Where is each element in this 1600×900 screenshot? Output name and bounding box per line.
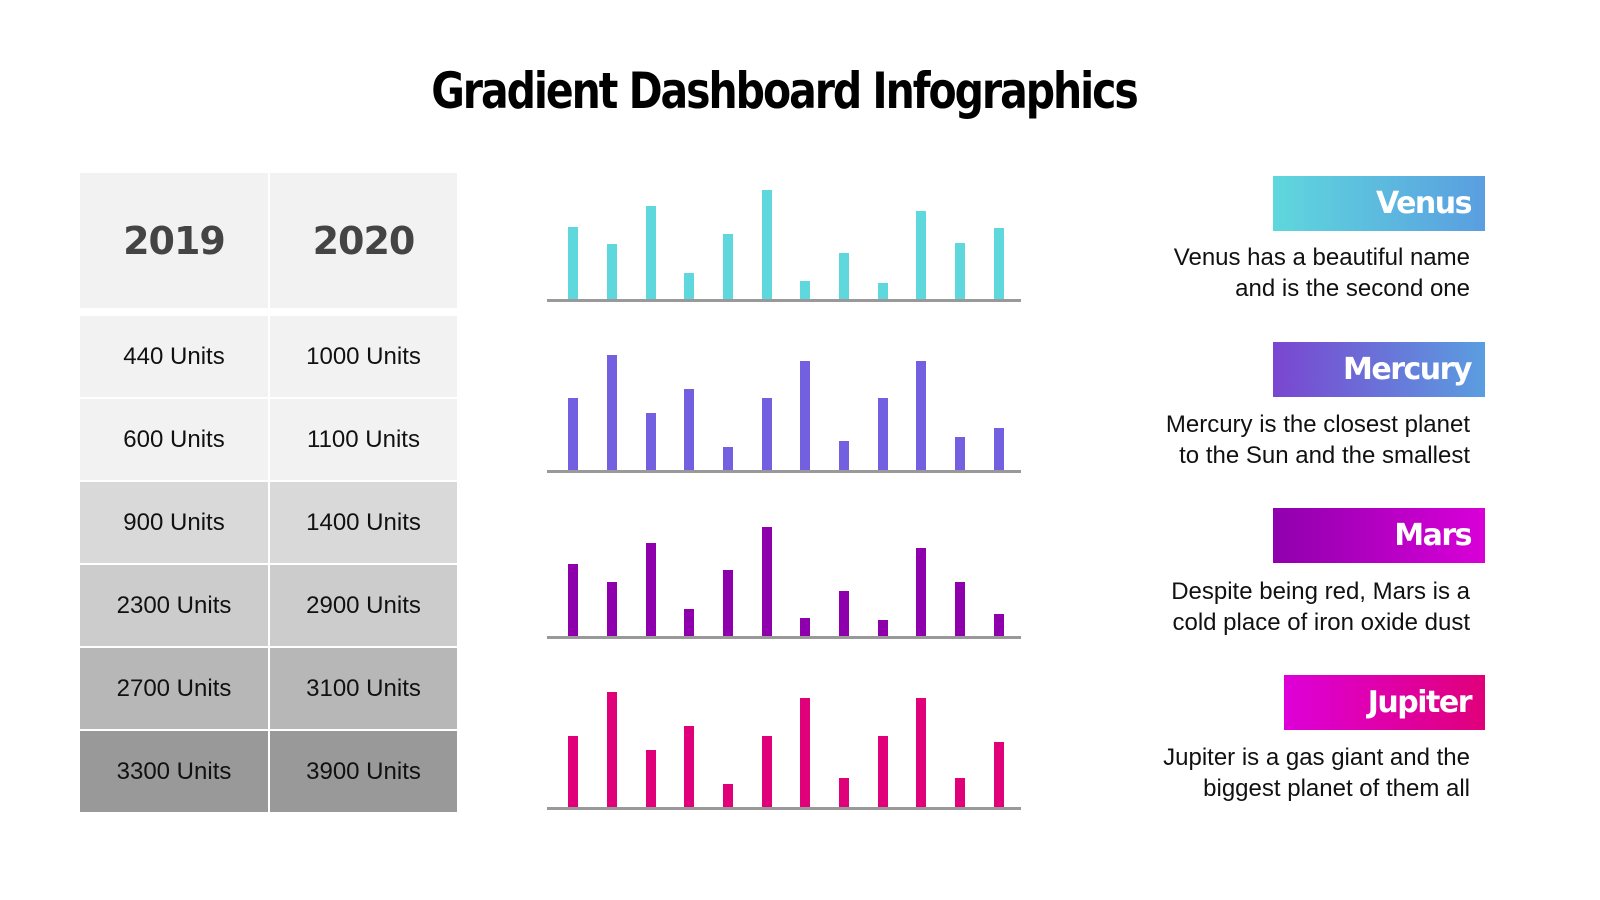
bar	[568, 564, 578, 636]
bar	[800, 281, 810, 299]
bar	[955, 437, 965, 470]
bar	[800, 618, 810, 636]
table-row: 2700 Units 3100 Units	[80, 648, 457, 731]
chart-baseline	[547, 807, 1021, 810]
table-row: 440 Units 1000 Units	[80, 316, 457, 399]
description-line: Jupiter is a gas giant and the	[1163, 744, 1470, 771]
bar	[607, 582, 617, 636]
bar	[994, 428, 1004, 470]
table-header-row: 2019 2020	[80, 173, 457, 310]
bar	[762, 398, 772, 470]
bar	[955, 778, 965, 807]
bar	[607, 244, 617, 299]
bar	[839, 441, 849, 470]
table-cell: 1100 Units	[270, 399, 457, 480]
legend-label-venus: Venus	[1273, 176, 1485, 231]
bar	[916, 698, 926, 807]
bar	[568, 398, 578, 470]
table-cell: 2900 Units	[270, 565, 457, 646]
chart-baseline	[547, 636, 1021, 639]
bar	[607, 692, 617, 807]
table-cell: 3300 Units	[80, 731, 268, 812]
table-row: 600 Units 1100 Units	[80, 399, 457, 482]
bar	[800, 698, 810, 807]
table-body: 440 Units 1000 Units 600 Units 1100 Unit…	[80, 316, 457, 814]
description-line: Venus has a beautiful name	[1173, 244, 1470, 271]
chart-baseline	[547, 470, 1021, 473]
bar	[878, 283, 888, 299]
bar	[762, 527, 772, 636]
bar	[723, 234, 733, 299]
bar	[800, 361, 810, 470]
bar	[646, 750, 656, 807]
bar	[916, 361, 926, 470]
bar	[723, 570, 733, 636]
bar	[839, 778, 849, 807]
table-cell: 440 Units	[80, 316, 268, 397]
table-cell: 1400 Units	[270, 482, 457, 563]
bar	[955, 582, 965, 636]
units-table: 2019 2020 440 Units 1000 Units 600 Units…	[80, 173, 457, 814]
description-line: to the Sun and the smallest	[1179, 442, 1470, 469]
bar	[762, 736, 772, 807]
legend-description-jupiter: Jupiter is a gas giant and the biggest p…	[1070, 742, 1470, 804]
table-cell: 3900 Units	[270, 731, 457, 812]
bar	[684, 389, 694, 470]
bar	[878, 736, 888, 807]
description-line: Despite being red, Mars is a	[1171, 578, 1470, 605]
bar	[762, 190, 772, 299]
bar	[723, 447, 733, 470]
table-row: 3300 Units 3900 Units	[80, 731, 457, 814]
table-row: 900 Units 1400 Units	[80, 482, 457, 565]
legend-description-mars: Despite being red, Mars is a cold place …	[1070, 576, 1470, 638]
page-title: Gradient Dashboard Infographics	[431, 62, 1139, 120]
legend-label-mars: Mars	[1273, 508, 1485, 563]
bar	[839, 591, 849, 636]
description-line: biggest planet of them all	[1203, 775, 1470, 802]
description-line: cold place of iron oxide dust	[1172, 609, 1470, 636]
bar	[839, 253, 849, 299]
bar	[646, 413, 656, 470]
legend-label-jupiter: Jupiter	[1284, 675, 1485, 730]
bar	[684, 609, 694, 636]
bar	[646, 206, 656, 299]
bar	[916, 211, 926, 299]
bar	[955, 243, 965, 299]
table-cell: 900 Units	[80, 482, 268, 563]
legend-description-venus: Venus has a beautiful name and is the se…	[1070, 242, 1470, 304]
bar	[878, 398, 888, 470]
bar	[646, 543, 656, 636]
bar	[684, 726, 694, 807]
description-line: and is the second one	[1235, 275, 1470, 302]
bar	[994, 228, 1004, 299]
table-cell: 2700 Units	[80, 648, 268, 729]
legend-label-mercury: Mercury	[1273, 342, 1485, 397]
chart-baseline	[547, 299, 1021, 302]
bar	[568, 736, 578, 807]
description-line: Mercury is the closest planet	[1165, 411, 1470, 438]
table-header-2020: 2020	[270, 173, 457, 308]
table-cell: 1000 Units	[270, 316, 457, 397]
bar	[684, 273, 694, 299]
bar	[994, 614, 1004, 636]
table-row: 2300 Units 2900 Units	[80, 565, 457, 648]
table-cell: 600 Units	[80, 399, 268, 480]
bar	[994, 742, 1004, 807]
table-cell: 2300 Units	[80, 565, 268, 646]
bar	[723, 784, 733, 807]
bar	[916, 548, 926, 636]
bar	[878, 620, 888, 636]
table-cell: 3100 Units	[270, 648, 457, 729]
bar	[568, 227, 578, 299]
bar	[607, 355, 617, 470]
legend-description-mercury: Mercury is the closest planet to the Sun…	[1070, 409, 1470, 471]
table-header-2019: 2019	[80, 173, 268, 308]
